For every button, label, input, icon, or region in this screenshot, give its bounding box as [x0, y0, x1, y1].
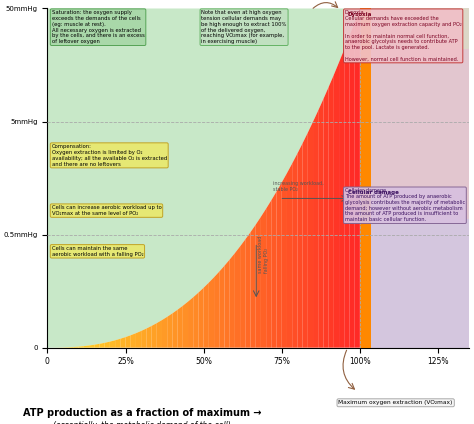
Polygon shape: [214, 272, 219, 348]
Text: Maximum oxygen extraction (VO₂max): Maximum oxygen extraction (VO₂max): [338, 400, 453, 405]
Polygon shape: [256, 217, 261, 348]
Polygon shape: [219, 266, 225, 348]
Polygon shape: [292, 153, 297, 348]
Polygon shape: [282, 173, 287, 348]
Polygon shape: [339, 49, 344, 348]
Polygon shape: [371, 8, 469, 49]
Polygon shape: [178, 306, 183, 348]
Polygon shape: [136, 331, 141, 348]
Polygon shape: [209, 277, 214, 348]
Polygon shape: [355, 8, 360, 348]
Polygon shape: [173, 310, 178, 348]
Polygon shape: [89, 345, 94, 348]
Text: Note that even at high oxygen
tension cellular demands may
be high enough to ext: Note that even at high oxygen tension ce…: [201, 10, 287, 44]
Polygon shape: [297, 143, 302, 348]
Polygon shape: [162, 317, 167, 348]
Polygon shape: [261, 209, 266, 348]
Polygon shape: [318, 99, 323, 348]
Polygon shape: [266, 200, 271, 348]
Polygon shape: [371, 8, 469, 219]
Polygon shape: [225, 259, 230, 348]
Text: (essentially, the metabolic demand of the cell): (essentially, the metabolic demand of th…: [53, 421, 231, 424]
Polygon shape: [110, 340, 115, 348]
Polygon shape: [47, 8, 360, 348]
Text: Saturation: the oxygen supply
exceeds the demands of the cells
(eg: muscle at re: Saturation: the oxygen supply exceeds th…: [52, 10, 145, 44]
Polygon shape: [193, 293, 199, 348]
Polygon shape: [131, 333, 136, 348]
Polygon shape: [146, 326, 152, 348]
Polygon shape: [276, 182, 282, 348]
Polygon shape: [126, 335, 131, 348]
Polygon shape: [323, 87, 328, 348]
Polygon shape: [73, 346, 79, 348]
Polygon shape: [271, 192, 276, 348]
Polygon shape: [360, 8, 371, 348]
Polygon shape: [302, 133, 308, 348]
Polygon shape: [199, 288, 204, 348]
Polygon shape: [344, 36, 349, 348]
Text: same workload
falling PO₂: same workload falling PO₂: [258, 236, 269, 273]
Polygon shape: [313, 111, 318, 348]
Polygon shape: [141, 329, 146, 348]
Polygon shape: [246, 232, 251, 348]
Text: Cellular damage
The amount of ATP produced by anaerobic
glycolysis contributes t: Cellular damage The amount of ATP produc…: [345, 188, 465, 222]
Text: increasing workload,
stable PO₂: increasing workload, stable PO₂: [273, 181, 324, 192]
Polygon shape: [251, 225, 256, 348]
Polygon shape: [115, 339, 120, 348]
Polygon shape: [371, 219, 469, 348]
Polygon shape: [152, 323, 157, 348]
Polygon shape: [235, 246, 240, 348]
Polygon shape: [105, 342, 110, 348]
Polygon shape: [349, 22, 355, 348]
Polygon shape: [287, 164, 292, 348]
Text: Compensation:
Oxygen extraction is limited by O₂
availability; all the available: Compensation: Oxygen extraction is limit…: [52, 144, 167, 167]
Polygon shape: [240, 240, 246, 348]
Text: Dysoxia: Dysoxia: [348, 12, 372, 17]
Text: Cells can increase aerobic workload up to
VO₂max at the same level of PO₂: Cells can increase aerobic workload up t…: [52, 205, 161, 216]
Polygon shape: [230, 253, 235, 348]
Polygon shape: [334, 62, 339, 348]
Polygon shape: [84, 346, 89, 348]
Polygon shape: [68, 347, 73, 348]
Polygon shape: [328, 75, 334, 348]
Polygon shape: [308, 122, 313, 348]
Text: ATP production as a fraction of maximum →: ATP production as a fraction of maximum …: [23, 407, 262, 418]
Polygon shape: [94, 344, 100, 348]
Text: Dysoxia
Cellular demands have exceeded the
maximum oxygen extraction capacity an: Dysoxia Cellular demands have exceeded t…: [345, 10, 462, 61]
Polygon shape: [183, 301, 188, 348]
Polygon shape: [157, 320, 162, 348]
Text: Cellular damage: Cellular damage: [348, 190, 399, 195]
Polygon shape: [100, 343, 105, 348]
Polygon shape: [120, 337, 126, 348]
Polygon shape: [79, 346, 84, 348]
Polygon shape: [188, 297, 193, 348]
Polygon shape: [204, 282, 209, 348]
Polygon shape: [167, 313, 173, 348]
Text: Cells can maintain the same
aerobic workload with a falling PO₂: Cells can maintain the same aerobic work…: [52, 246, 143, 257]
